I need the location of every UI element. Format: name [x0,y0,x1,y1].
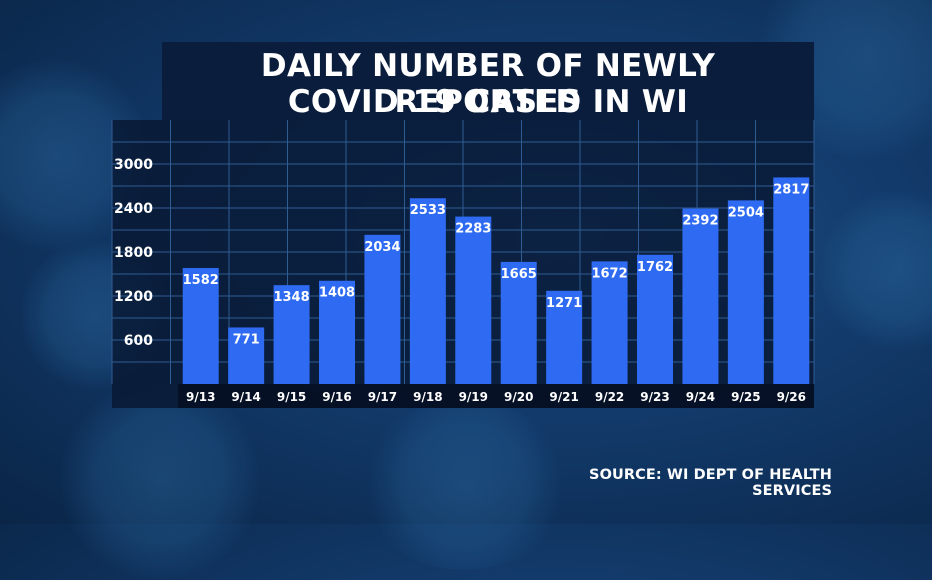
chart-title: DAILY NUMBER OF NEWLY REPORTED COVID-19 … [162,42,814,120]
y-tick-label: 1200 [114,289,153,305]
chart-title-line-1: DAILY NUMBER OF NEWLY REPORTED [260,48,716,120]
x-tick-label: 9/14 [231,390,260,404]
bar [455,216,492,384]
x-tick-label: 9/19 [459,390,488,404]
x-tick-label: 9/20 [504,390,533,404]
data-label: 2034 [364,240,400,255]
data-label: 2283 [455,222,491,237]
y-axis-labels: 600 1200 1800 2400 3000 [114,157,153,349]
y-tick-label: 1800 [114,245,153,261]
x-axis-labels: 9/13 9/14 9/15 9/16 9/17 9/18 9/19 9/20 9/21 9/22… [186,390,806,404]
x-tick-label: 9/22 [595,390,624,404]
bar [228,327,265,384]
bar [682,208,719,384]
bar [773,177,810,384]
x-tick-label: 9/23 [640,390,669,404]
data-label: 1271 [546,296,582,311]
bar [182,267,219,384]
x-tick-label: 9/17 [368,390,397,404]
x-tick-label: 9/13 [186,390,215,404]
chart-title-line-2: COVID-19 CASES IN WI [287,84,689,120]
bar-chart: 600 1200 1800 2400 3000 9/13 9/14 9/15 9/16 9/17… [111,120,815,404]
bar [500,261,537,384]
x-tick-label: 9/25 [731,390,760,404]
bar [727,200,764,384]
data-labels: 1582 771 1348 1408 2034 2533 2283 1665 1271 1672 1… [183,182,810,347]
data-label: 771 [233,332,260,347]
data-label: 1348 [273,290,309,305]
data-label: 2504 [728,205,764,220]
x-axis-band [178,384,814,408]
x-tick-label: 9/24 [686,390,715,404]
x-tick-label: 9/18 [413,390,442,404]
data-label: 2533 [410,203,446,218]
y-tick-label: 3000 [114,157,153,173]
bar [273,285,310,384]
x-tick-label: 9/15 [277,390,306,404]
bars [182,177,810,384]
data-label: 2817 [773,182,809,197]
x-tick-label: 9/26 [777,390,806,404]
data-label: 1408 [319,286,355,301]
data-label: 1665 [501,267,537,282]
bar [637,254,673,384]
bar [364,234,401,384]
bar [591,261,628,384]
bar [319,280,355,384]
x-tick-label: 9/16 [322,390,351,404]
bar [409,198,446,384]
data-label: 1762 [637,260,673,275]
data-label: 1582 [183,273,219,288]
source-note: SOURCE: WI DEPT OF HEALTH SERVICES [589,467,832,499]
y-tick-label: 600 [124,333,153,349]
bar [546,290,583,384]
y-tick-label: 2400 [114,201,153,217]
data-label: 2392 [682,214,718,229]
x-tick-label: 9/21 [549,390,578,404]
data-label: 1672 [591,266,627,281]
